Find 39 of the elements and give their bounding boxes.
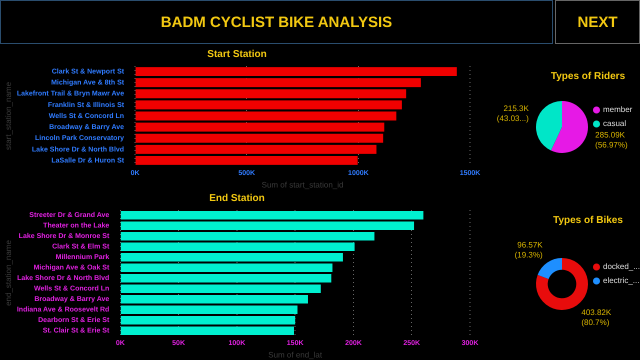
bar — [120, 211, 424, 220]
bar — [120, 264, 332, 272]
legend-label: electric_... — [603, 276, 640, 286]
bar — [120, 316, 296, 324]
bar — [136, 67, 457, 76]
bar — [120, 295, 308, 304]
bar — [120, 326, 294, 335]
bar — [120, 284, 321, 293]
bar — [120, 222, 414, 230]
bar — [136, 89, 406, 98]
x-axis-title: Sum of end_lat — [268, 350, 323, 360]
bar — [120, 253, 343, 262]
bar — [136, 134, 384, 143]
chart-title: End Station — [209, 192, 265, 204]
text: NEXT — [555, 0, 640, 44]
chart-title: Start Station — [207, 48, 267, 60]
bar — [136, 144, 376, 154]
bar — [120, 306, 298, 314]
bar — [136, 78, 421, 88]
data-label: 96.57K (19.3%) — [514, 240, 544, 260]
chart-title: Types of Riders — [550, 70, 626, 82]
y-axis-title: start_station_name — [4, 81, 14, 150]
legend-label: member — [603, 105, 633, 114]
legend-label: docked_... — [603, 262, 640, 272]
y-axis-title: end_station_name — [4, 240, 14, 306]
data-label: 285.09K (56.97%) — [595, 130, 628, 150]
bar — [136, 156, 358, 165]
bar — [136, 112, 396, 120]
bar — [120, 232, 374, 240]
data-label: 403.82K (80.7%) — [581, 308, 612, 328]
bar — [120, 242, 355, 251]
legend-label: casual — [603, 119, 626, 128]
bar — [120, 274, 332, 282]
text: BADM CYCLIST BIKE ANALYSIS — [0, 0, 553, 44]
bar — [136, 100, 402, 110]
x-axis-title: Sum of start_station_id — [262, 180, 344, 190]
chart-title: Types of Bikes — [553, 214, 624, 226]
bar — [136, 122, 384, 132]
data-label: 215.3K (43.03...) — [496, 104, 530, 123]
